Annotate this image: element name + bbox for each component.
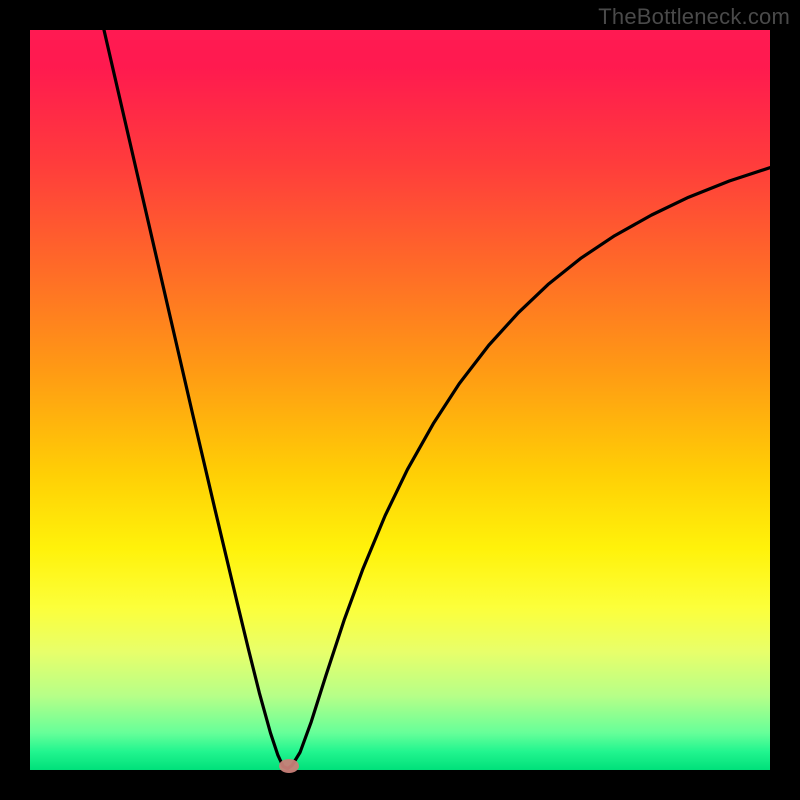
watermark-text: TheBottleneck.com (598, 4, 790, 30)
chart-frame: TheBottleneck.com (0, 0, 800, 800)
curve-layer (30, 30, 770, 770)
plot-area (30, 30, 770, 770)
optimum-marker-icon (279, 759, 299, 773)
bottleneck-curve (104, 30, 770, 769)
